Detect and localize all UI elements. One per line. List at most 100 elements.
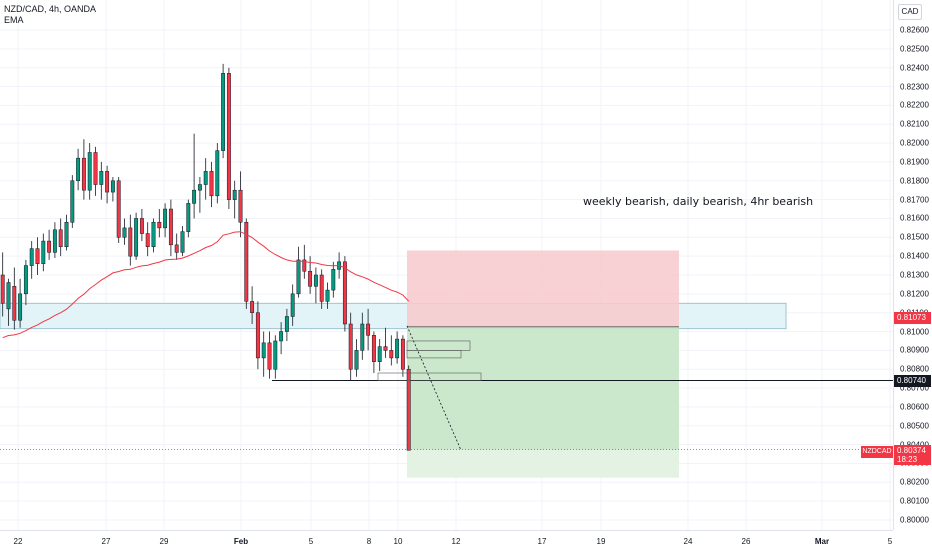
price-tick-label: 0.80400 <box>900 440 929 449</box>
candle-body <box>308 270 313 287</box>
candle-body <box>134 218 139 257</box>
countdown-timer: 18:23 <box>897 455 918 464</box>
candle-body <box>250 301 255 313</box>
price-label-line: 0.80740 <box>894 375 931 387</box>
chart-legend: NZD/CAD, 4h, OANDA EMA <box>4 4 96 26</box>
candle-body <box>354 350 359 370</box>
price-tick-label: 0.80200 <box>900 477 929 487</box>
price-axis[interactable]: 0.82600 0.82500 0.82400 0.82300 0.82200 0.821… <box>893 0 932 530</box>
candle-body <box>244 221 249 302</box>
candle-body <box>261 342 266 359</box>
candle-body <box>58 229 63 247</box>
time-tick-label: 22 <box>13 537 23 546</box>
chart-annotation-text[interactable]: weekly bearish, daily bearish, 4hr beari… <box>583 195 814 208</box>
time-tick-label: 26 <box>741 537 751 546</box>
price-tick-label: 0.82400 <box>900 63 929 73</box>
price-tick-label: 0.82000 <box>900 138 929 148</box>
time-tick-label: Mar <box>814 537 830 546</box>
time-axis[interactable]: 22 27 29 Feb 5 8 10 12 17 19 24 26 Mar 5 <box>0 530 893 551</box>
candle-body <box>122 227 127 238</box>
price-tick-label: 0.82200 <box>900 100 929 110</box>
candle-body <box>145 233 150 247</box>
price-label-zone: 0.81073 <box>894 312 931 324</box>
candle-body <box>342 261 347 325</box>
price-tick-label: 0.82100 <box>900 119 929 129</box>
candle-body <box>273 340 278 370</box>
candle-body <box>139 218 144 234</box>
candle-body <box>105 171 110 193</box>
price-tick-label: 0.80000 <box>900 515 929 525</box>
candle-body <box>232 189 237 200</box>
candle-body <box>64 221 69 247</box>
legend-indicator-ema[interactable]: EMA <box>4 15 24 25</box>
ema-line <box>2 231 410 339</box>
candle-body <box>0 274 5 304</box>
price-tick-label: 0.81900 <box>900 157 929 167</box>
currency-button[interactable]: CAD <box>898 4 922 20</box>
candle-body <box>302 259 307 272</box>
price-tick-label: 0.82500 <box>900 44 929 54</box>
candle-body <box>93 152 98 185</box>
candle-body <box>215 150 220 197</box>
price-tick-label: 0.80500 <box>900 421 929 431</box>
stop-loss-zone <box>407 250 679 327</box>
candle-body <box>203 171 208 185</box>
candle-body <box>6 282 11 310</box>
price-tick-label: 0.81500 <box>900 232 929 242</box>
candle-body <box>319 274 324 302</box>
candle-body <box>395 338 400 359</box>
time-tick-label: 12 <box>451 537 461 546</box>
candle-body <box>197 184 202 191</box>
candle-body <box>371 335 376 362</box>
candle-body <box>35 248 40 264</box>
candle-body <box>389 350 394 359</box>
candle-body <box>23 265 28 295</box>
price-tick-label: 0.80900 <box>900 345 929 355</box>
price-tick-label: 0.81300 <box>900 270 929 280</box>
candle-body <box>29 248 34 266</box>
price-chart[interactable] <box>0 0 893 530</box>
price-tick-label: 0.81600 <box>900 213 929 223</box>
candle-body <box>157 221 162 229</box>
price-tick-label: 0.81700 <box>900 195 929 205</box>
price-tick-label: 0.80600 <box>900 402 929 412</box>
candle-body <box>383 346 388 351</box>
candle-body <box>128 227 133 257</box>
candle-body <box>70 180 75 223</box>
time-tick-label: 24 <box>683 537 693 546</box>
candle-body <box>12 286 17 321</box>
candle-body <box>174 244 179 253</box>
candle-body <box>296 259 301 295</box>
candle-body <box>99 171 104 185</box>
price-tick-label: 0.81200 <box>900 289 929 299</box>
time-tick-label: 5 <box>308 537 314 546</box>
candle-body <box>331 269 336 291</box>
candle-body <box>221 73 226 151</box>
candle-body <box>226 73 231 200</box>
drawn-box <box>377 372 482 381</box>
price-tick-label: 0.81400 <box>900 251 929 261</box>
time-tick-label: 27 <box>101 537 111 546</box>
price-tick-label: 0.82300 <box>900 82 929 92</box>
current-price-value: 0.80374 <box>897 446 926 455</box>
price-tick-label: 0.81800 <box>900 176 929 186</box>
candle-body <box>87 152 92 191</box>
candle-body <box>284 316 289 332</box>
candle-body <box>360 323 365 351</box>
projection-dashed-line <box>406 325 462 451</box>
price-tick-label: 0.80800 <box>900 364 929 374</box>
price-tick-label: 0.80700 <box>900 383 929 393</box>
candle-body <box>313 274 318 287</box>
time-tick-label: 19 <box>596 537 606 546</box>
time-tick-label: 29 <box>159 537 169 546</box>
candle-body <box>18 293 23 321</box>
time-tick-label: 17 <box>537 537 547 546</box>
candle-body <box>47 240 52 253</box>
candle-body <box>192 189 197 204</box>
candle-body <box>76 157 81 182</box>
chart-area[interactable]: NZD/CAD, 4h, OANDA EMA weekly bearish, d… <box>0 0 893 530</box>
candle-body <box>209 171 214 197</box>
candle-body <box>406 368 411 451</box>
candle-body <box>163 208 168 229</box>
candle-body <box>290 293 295 317</box>
